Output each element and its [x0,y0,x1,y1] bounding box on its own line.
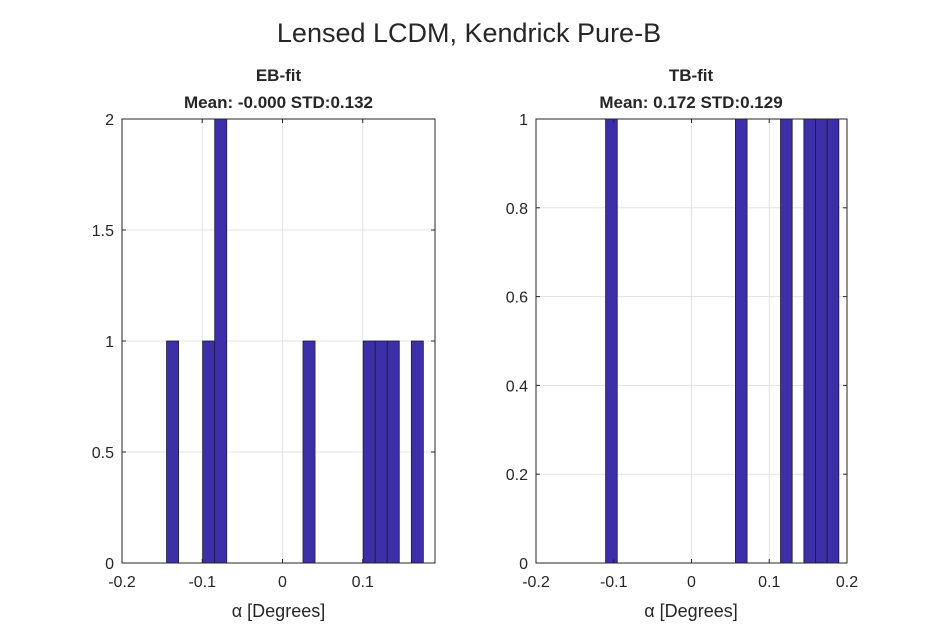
tb-fit-ytick-label: 0.8 [506,201,528,218]
figure-title: Lensed LCDM, Kendrick Pure-B [277,18,661,48]
eb-fit-xtick-label: 0.1 [352,574,374,591]
tb-fit-bar [605,118,618,564]
eb-fit-bar [362,340,376,564]
tb-fit-title: TB-fit [669,66,714,85]
tb-fit-ytick-label: 0.6 [506,290,528,307]
eb-fit-ytick-label: 2 [105,112,114,129]
tb-fit-bar [803,118,816,564]
eb-fit-bar [166,340,179,564]
tb-fit-ytick-label: 0.2 [506,467,528,484]
tb-fit-stats: Mean: 0.172 STD:0.129 [599,93,782,112]
eb-fit-xtick-label: -0.2 [108,574,136,591]
eb-fit-stats: Mean: -0.000 STD:0.132 [184,93,373,112]
eb-fit-ytick-label: 1.5 [92,223,114,240]
eb-fit-bar [374,340,388,564]
eb-fit-bars [166,118,424,564]
tb-fit-xtick-label: 0.2 [836,574,858,591]
tb-fit-bar [780,118,793,564]
eb-fit-ytick-label: 1 [105,334,114,351]
tb-fit-bar [735,118,748,564]
tb-fit-grid [535,118,848,564]
eb-fit-bar [202,340,216,564]
eb-fit-bar [386,340,400,564]
tb-fit-bar [826,118,840,564]
eb-fit-xtick-label: 0 [278,574,287,591]
eb-fit-histogram: EB-fit Mean: -0.000 STD:0.132 α [Degrees… [92,66,436,621]
tb-fit-bars [605,118,840,564]
tb-fit-bar [815,118,828,564]
eb-fit-bar [302,340,316,564]
tb-fit-xtick-label: 0.1 [758,574,780,591]
tb-fit-histogram: TB-fit Mean: 0.172 STD:0.129 α [Degrees]… [506,66,858,621]
eb-fit-ytick-label: 0 [105,556,114,573]
tb-fit-ytick-label: 0 [519,556,528,573]
tb-fit-xlabel: α [Degrees] [644,601,737,621]
eb-fit-bar [214,118,228,564]
tb-fit-xtick-label: -0.1 [600,574,628,591]
eb-fit-title: EB-fit [256,66,302,85]
tb-fit-ytick-label: 1 [519,112,528,129]
tb-fit-ytick-label: 0.4 [506,378,528,395]
tb-fit-xtick-label: -0.2 [522,574,550,591]
eb-fit-xlabel: α [Degrees] [232,601,325,621]
tb-fit-xtick-label: 0 [687,574,696,591]
eb-fit-bar [410,340,424,564]
eb-fit-xtick-label: -0.1 [188,574,216,591]
eb-fit-ytick-label: 0.5 [92,445,114,462]
